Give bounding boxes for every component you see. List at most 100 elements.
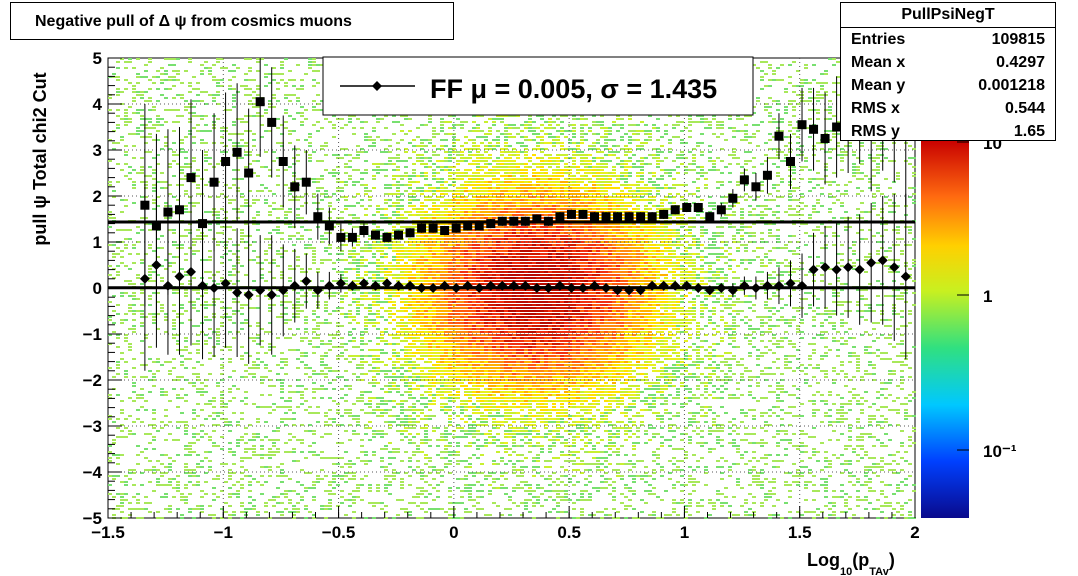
- heatmap-cell: [448, 358, 452, 360]
- heatmap-cell: [356, 310, 360, 312]
- heatmap-cell: [232, 70, 236, 72]
- heatmap-cell: [432, 199, 436, 201]
- heatmap-cell: [212, 424, 216, 426]
- heatmap-cell: [436, 316, 440, 318]
- heatmap-cell: [376, 226, 380, 228]
- heatmap-cell: [388, 307, 392, 309]
- heatmap-cell: [120, 118, 124, 120]
- heatmap-cell: [320, 340, 324, 342]
- heatmap-cell: [468, 493, 472, 495]
- heatmap-cell: [280, 358, 284, 360]
- heatmap-cell: [312, 250, 316, 252]
- heatmap-cell: [432, 175, 436, 177]
- heatmap-cell: [228, 346, 232, 348]
- heatmap-cell: [424, 316, 428, 318]
- heatmap-cell: [180, 247, 184, 249]
- heatmap-cell: [140, 340, 144, 342]
- heatmap-cell: [360, 334, 364, 336]
- heatmap-cell: [244, 85, 248, 87]
- heatmap-cell: [376, 121, 380, 123]
- heatmap-cell: [408, 256, 412, 258]
- heatmap-cell: [140, 262, 144, 264]
- heatmap-cell: [164, 73, 168, 75]
- heatmap-cell: [304, 355, 308, 357]
- heatmap-cell: [168, 370, 172, 372]
- heatmap-cell: [432, 301, 436, 303]
- heatmap-cell: [160, 79, 164, 81]
- heatmap-cell: [436, 382, 440, 384]
- heatmap-cell: [404, 151, 408, 153]
- heatmap-cell: [196, 439, 200, 441]
- heatmap-cell: [116, 109, 120, 111]
- heatmap-cell: [196, 130, 200, 132]
- heatmap-cell: [144, 64, 148, 66]
- heatmap-cell: [340, 502, 344, 504]
- heatmap-cell: [112, 475, 116, 477]
- heatmap-cell: [132, 304, 136, 306]
- heatmap-cell: [436, 217, 440, 219]
- heatmap-cell: [436, 445, 440, 447]
- heatmap-cell: [348, 121, 352, 123]
- heatmap-cell: [392, 319, 396, 321]
- heatmap-cell: [352, 289, 356, 291]
- heatmap-cell: [232, 94, 236, 96]
- heatmap-cell: [180, 148, 184, 150]
- heatmap-cell: [468, 376, 472, 378]
- heatmap-cell: [372, 301, 376, 303]
- heatmap-cell: [384, 478, 388, 480]
- heatmap-cell: [460, 301, 464, 303]
- heatmap-cell: [136, 418, 140, 420]
- heatmap-cell: [364, 361, 368, 363]
- heatmap-cell: [244, 451, 248, 453]
- heatmap-cell: [116, 115, 120, 117]
- heatmap-cell: [328, 499, 332, 501]
- heatmap-cell: [388, 382, 392, 384]
- heatmap-cell: [180, 169, 184, 171]
- heatmap-cell: [408, 157, 412, 159]
- heatmap-cell: [400, 364, 404, 366]
- heatmap-cell: [264, 187, 268, 189]
- heatmap-cell: [452, 454, 456, 456]
- heatmap-cell: [340, 475, 344, 477]
- heatmap-cell: [448, 433, 452, 435]
- heatmap-cell: [472, 214, 476, 216]
- heatmap-cell: [404, 331, 408, 333]
- heatmap-cell: [368, 313, 372, 315]
- heatmap-cell: [240, 139, 244, 141]
- heatmap-cell: [428, 382, 432, 384]
- heatmap-cell: [440, 196, 444, 198]
- heatmap-cell: [408, 322, 412, 324]
- heatmap-cell: [216, 343, 220, 345]
- heatmap-cell: [264, 64, 268, 66]
- heatmap-cell: [200, 331, 204, 333]
- heatmap-cell: [144, 76, 148, 78]
- heatmap-cell: [312, 247, 316, 249]
- heatmap-cell: [112, 268, 116, 270]
- heatmap-cell: [408, 253, 412, 255]
- heatmap-cell: [432, 307, 436, 309]
- heatmap-cell: [352, 463, 356, 465]
- heatmap-cell: [284, 94, 288, 96]
- heatmap-cell: [112, 421, 116, 423]
- heatmap-cell: [300, 397, 304, 399]
- heatmap-cell: [228, 400, 232, 402]
- heatmap-cell: [408, 388, 412, 390]
- heatmap-cell: [368, 205, 372, 207]
- heatmap-cell: [468, 364, 472, 366]
- heatmap-cell: [228, 517, 232, 519]
- heatmap-cell: [436, 166, 440, 168]
- heatmap-cell: [376, 118, 380, 120]
- heatmap-cell: [348, 166, 352, 168]
- heatmap-cell: [424, 307, 428, 309]
- heatmap-cell: [156, 460, 160, 462]
- heatmap-cell: [412, 382, 416, 384]
- heatmap-cell: [420, 265, 424, 267]
- heatmap-cell: [312, 319, 316, 321]
- heatmap-cell: [328, 196, 332, 198]
- heatmap-cell: [444, 301, 448, 303]
- heatmap-cell: [240, 322, 244, 324]
- heatmap-cell: [272, 79, 276, 81]
- heatmap-cell: [432, 337, 436, 339]
- heatmap-cell: [132, 97, 136, 99]
- heatmap-cell: [372, 163, 376, 165]
